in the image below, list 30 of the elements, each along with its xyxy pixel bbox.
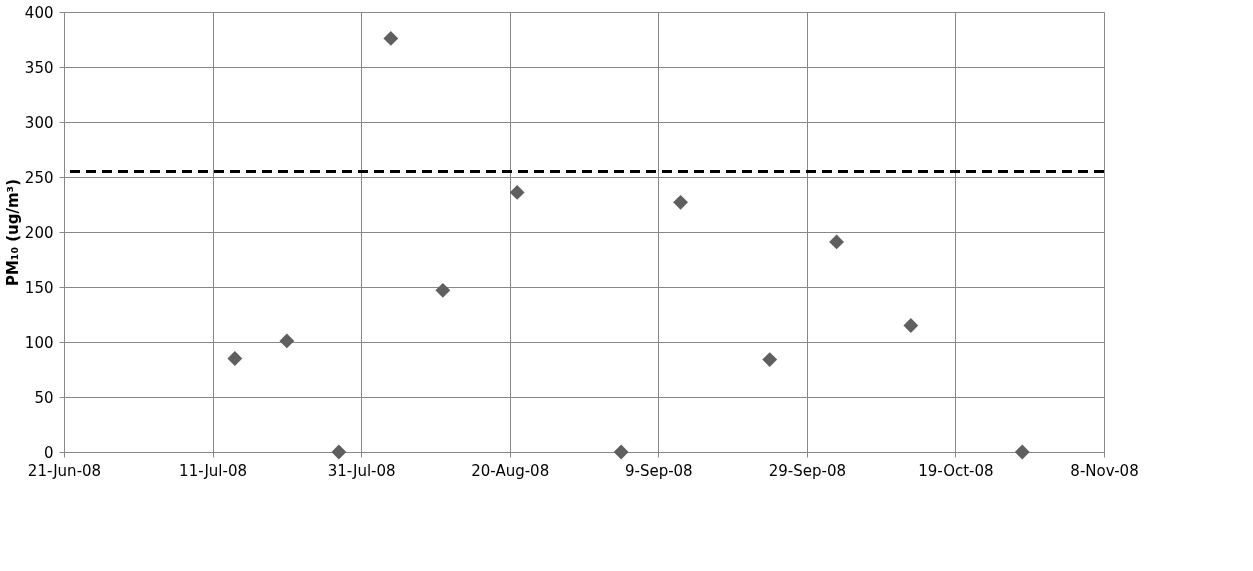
- point: [762, 352, 778, 368]
- x-tick-label: 29-Sep-08: [768, 461, 846, 480]
- x-tick-label: 9-Sep-08: [624, 461, 693, 480]
- point: [829, 234, 844, 250]
- x-tick-label: 11-Jul-08: [179, 461, 248, 480]
- y-tick-label: 100: [24, 333, 54, 352]
- point: [903, 318, 919, 333]
- y-tick-label: 150: [24, 278, 54, 297]
- point: [673, 194, 688, 210]
- point: [509, 184, 525, 200]
- x-tick-label: 21-Jun-08: [27, 461, 102, 480]
- point: [613, 444, 629, 460]
- point: [1014, 444, 1030, 460]
- point: [331, 444, 347, 460]
- y-tick-label: 400: [24, 3, 54, 22]
- point: [227, 351, 243, 366]
- y-tick-label: 50: [34, 388, 54, 407]
- point: [383, 30, 399, 46]
- y-tick-label: 200: [24, 223, 54, 242]
- y-tick-label: 350: [24, 58, 54, 77]
- x-tick-label: 31-Jul-08: [327, 461, 396, 480]
- y-tick-label: 250: [24, 168, 54, 187]
- point: [279, 333, 295, 349]
- y-tick-label: 300: [24, 113, 54, 132]
- point: [435, 282, 451, 298]
- x-tick-label: 8-Nov-08: [1070, 461, 1139, 480]
- x-tick-label: 20-Aug-08: [471, 461, 550, 480]
- y-axis-title: PM₁₀ (ug/m³): [3, 178, 22, 287]
- x-tick-label: 19-Oct-08: [918, 461, 994, 480]
- y-tick-label: 0: [43, 443, 54, 462]
